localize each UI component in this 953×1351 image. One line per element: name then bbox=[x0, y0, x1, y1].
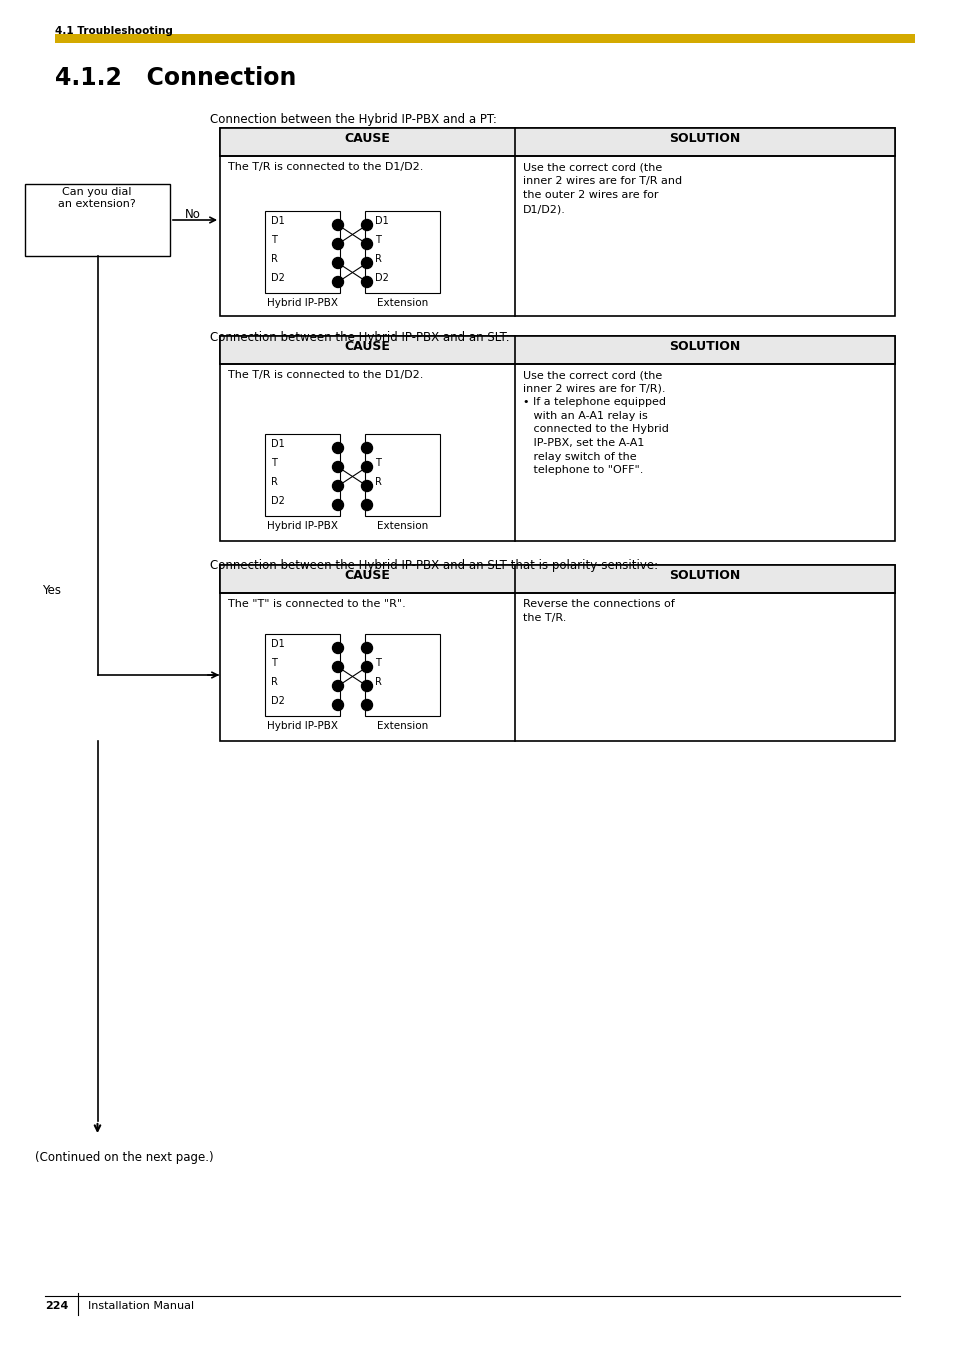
Text: T: T bbox=[271, 658, 276, 667]
Text: D2: D2 bbox=[375, 273, 389, 282]
Bar bbox=[365, 211, 439, 293]
Bar bbox=[265, 434, 339, 516]
Text: R: R bbox=[375, 254, 381, 263]
Bar bbox=[220, 336, 894, 540]
Text: No: No bbox=[185, 208, 201, 220]
Text: Extension: Extension bbox=[376, 521, 428, 531]
Text: R: R bbox=[271, 677, 277, 688]
Bar bbox=[55, 34, 914, 43]
Text: D1: D1 bbox=[271, 639, 284, 648]
Text: R: R bbox=[375, 477, 381, 486]
Text: R: R bbox=[271, 254, 277, 263]
Text: (Continued on the next page.): (Continued on the next page.) bbox=[35, 1151, 213, 1165]
Text: Extension: Extension bbox=[376, 299, 428, 308]
Text: R: R bbox=[271, 477, 277, 486]
Text: The T/R is connected to the D1/D2.: The T/R is connected to the D1/D2. bbox=[228, 162, 423, 172]
Text: Connection between the Hybrid IP-PBX and an SLT:: Connection between the Hybrid IP-PBX and… bbox=[210, 331, 509, 345]
Circle shape bbox=[361, 481, 372, 492]
Text: Connection between the Hybrid IP-PBX and a PT:: Connection between the Hybrid IP-PBX and… bbox=[210, 113, 497, 126]
Bar bbox=[365, 434, 439, 516]
Bar bbox=[25, 184, 170, 255]
Circle shape bbox=[361, 258, 372, 269]
Text: CAUSE: CAUSE bbox=[344, 340, 390, 353]
Circle shape bbox=[333, 277, 343, 288]
Circle shape bbox=[333, 500, 343, 511]
Text: T: T bbox=[271, 235, 276, 245]
Text: Use the correct cord (the
inner 2 wires are for T/R and
the outer 2 wires are fo: Use the correct cord (the inner 2 wires … bbox=[522, 162, 681, 213]
Circle shape bbox=[333, 662, 343, 673]
Text: D1: D1 bbox=[271, 216, 284, 226]
Circle shape bbox=[333, 239, 343, 250]
Text: T: T bbox=[375, 458, 380, 467]
Circle shape bbox=[361, 277, 372, 288]
Circle shape bbox=[361, 219, 372, 231]
Circle shape bbox=[333, 481, 343, 492]
Text: Hybrid IP-PBX: Hybrid IP-PBX bbox=[267, 299, 337, 308]
Text: 4.1.2   Connection: 4.1.2 Connection bbox=[55, 66, 296, 91]
Text: Use the correct cord (the
inner 2 wires are for T/R).
• If a telephone equipped
: Use the correct cord (the inner 2 wires … bbox=[522, 370, 668, 476]
Text: T: T bbox=[375, 235, 380, 245]
Circle shape bbox=[333, 443, 343, 454]
Bar bbox=[265, 211, 339, 293]
Circle shape bbox=[333, 258, 343, 269]
Text: Extension: Extension bbox=[376, 721, 428, 731]
Text: SOLUTION: SOLUTION bbox=[669, 569, 740, 582]
Text: Can you dial
an extension?: Can you dial an extension? bbox=[58, 186, 135, 208]
Text: 224: 224 bbox=[45, 1301, 69, 1310]
Circle shape bbox=[333, 643, 343, 654]
Bar bbox=[220, 565, 894, 593]
Circle shape bbox=[333, 462, 343, 473]
Text: T: T bbox=[375, 658, 380, 667]
Text: The "T" is connected to the "R".: The "T" is connected to the "R". bbox=[228, 598, 405, 609]
Text: SOLUTION: SOLUTION bbox=[669, 132, 740, 145]
Text: Yes: Yes bbox=[42, 585, 61, 597]
Text: CAUSE: CAUSE bbox=[344, 569, 390, 582]
Text: D1: D1 bbox=[375, 216, 388, 226]
Circle shape bbox=[361, 443, 372, 454]
Circle shape bbox=[361, 700, 372, 711]
Text: Installation Manual: Installation Manual bbox=[88, 1301, 193, 1310]
Circle shape bbox=[361, 643, 372, 654]
Bar bbox=[220, 128, 894, 155]
Text: D2: D2 bbox=[271, 496, 285, 507]
Text: The T/R is connected to the D1/D2.: The T/R is connected to the D1/D2. bbox=[228, 370, 423, 380]
Bar bbox=[220, 336, 894, 363]
Bar bbox=[220, 565, 894, 740]
Circle shape bbox=[361, 462, 372, 473]
Bar bbox=[265, 634, 339, 716]
Circle shape bbox=[361, 500, 372, 511]
Text: 4.1 Troubleshooting: 4.1 Troubleshooting bbox=[55, 26, 172, 36]
Text: Connection between the Hybrid IP-PBX and an SLT that is polarity-sensitive:: Connection between the Hybrid IP-PBX and… bbox=[210, 559, 658, 571]
Text: T: T bbox=[271, 458, 276, 467]
Circle shape bbox=[333, 700, 343, 711]
Circle shape bbox=[333, 219, 343, 231]
Bar bbox=[365, 634, 439, 716]
Bar bbox=[220, 128, 894, 316]
Text: D1: D1 bbox=[271, 439, 284, 449]
Text: SOLUTION: SOLUTION bbox=[669, 340, 740, 353]
Text: D2: D2 bbox=[271, 273, 285, 282]
Text: Reverse the connections of
the T/R.: Reverse the connections of the T/R. bbox=[522, 598, 674, 623]
Text: Hybrid IP-PBX: Hybrid IP-PBX bbox=[267, 521, 337, 531]
Circle shape bbox=[361, 239, 372, 250]
Circle shape bbox=[361, 662, 372, 673]
Text: CAUSE: CAUSE bbox=[344, 132, 390, 145]
Circle shape bbox=[333, 681, 343, 692]
Text: D2: D2 bbox=[271, 696, 285, 707]
Circle shape bbox=[361, 681, 372, 692]
Text: Hybrid IP-PBX: Hybrid IP-PBX bbox=[267, 721, 337, 731]
Text: R: R bbox=[375, 677, 381, 688]
